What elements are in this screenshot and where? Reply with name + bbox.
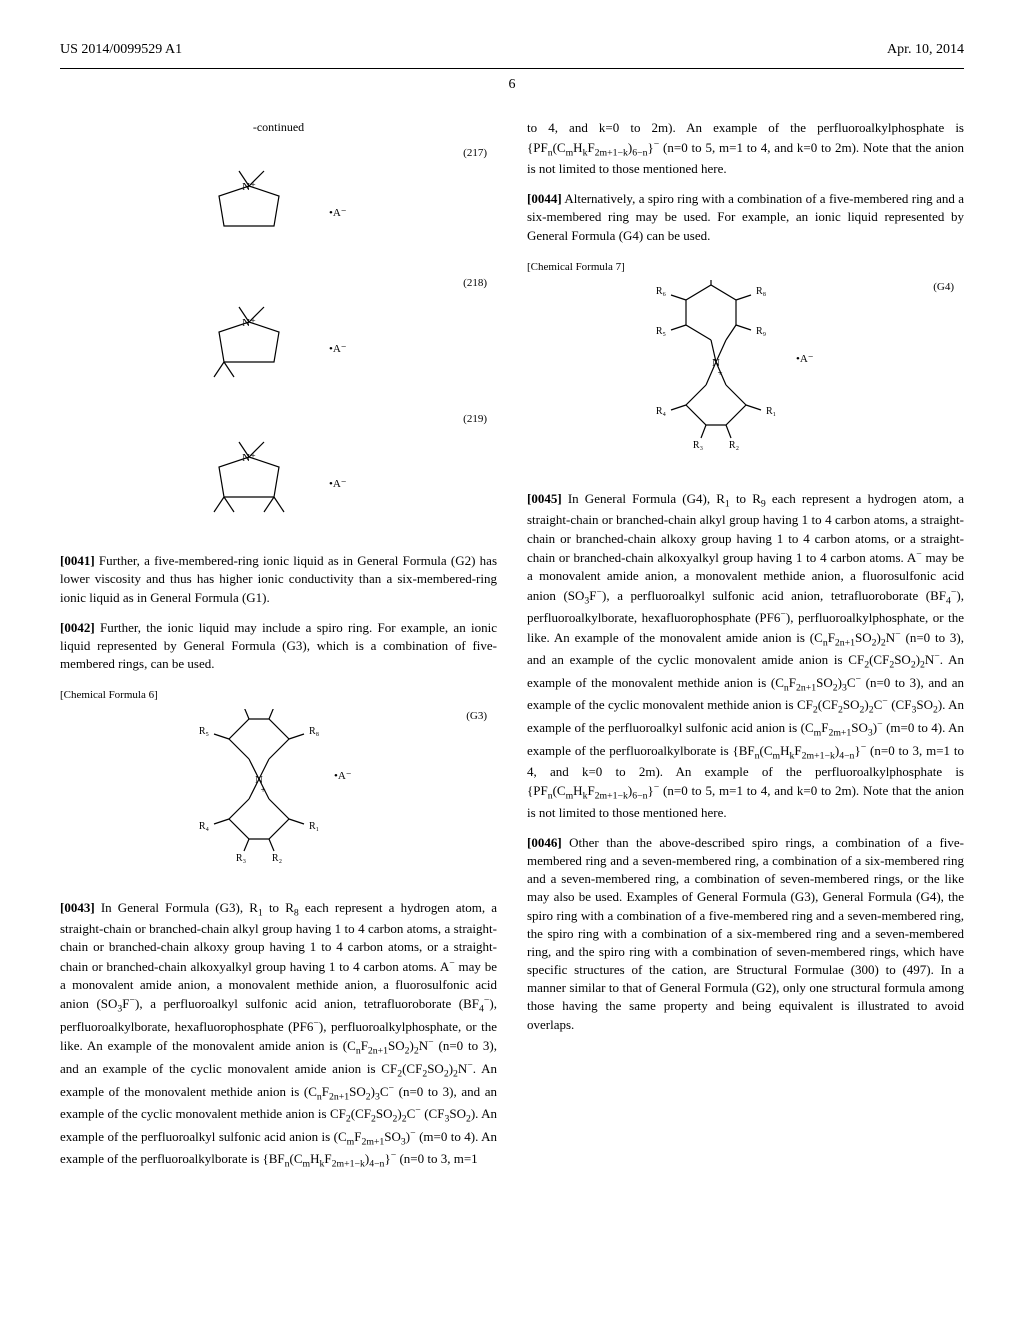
right-column: to 4, and k=0 to 2m). An example of the … [527,119,964,1183]
para-0044: [0044] Alternatively, a spiro ring with … [527,190,964,245]
structure-g4: (G4) [527,280,964,470]
svg-text:R₄: R₄ [655,406,666,417]
para-0042-text: Further, the ionic liquid may include a … [60,620,497,671]
svg-text:R₁: R₁ [766,406,776,417]
structure-217: (217) N⁺ •A⁻ [60,146,497,256]
svg-text:R₈: R₈ [756,286,767,297]
svg-text:•A⁻: •A⁻ [796,353,814,365]
para-0042-num: [0042] [60,620,95,635]
para-0041-num: [0041] [60,553,95,568]
svg-text:R₆: R₆ [655,286,666,297]
header-rule [60,68,964,69]
svg-text:R₂: R₂ [271,853,281,864]
chem-formula-7-label: [Chemical Formula 7] [527,260,964,275]
para-0046-text: Other than the above-described spiro rin… [527,835,964,1032]
structure-218: (218) N⁺ •A⁻ [60,276,497,391]
structure-217-label: (217) [60,146,497,161]
svg-text:+: + [717,368,722,378]
svg-text:•A⁻: •A⁻ [329,207,347,219]
svg-text:R₃: R₃ [692,440,702,451]
para-0045: [0045] In General Formula (G4), R1 to R9… [527,490,964,822]
left-column: -continued (217) N⁺ •A⁻ (218) [60,119,497,1183]
svg-text:•A⁻: •A⁻ [329,343,347,355]
para-0043-text: In General Formula (G3), R1 to R8 each r… [60,900,497,1167]
para-0041-text: Further, a five-membered-ring ionic liqu… [60,553,497,604]
patent-number: US 2014/0099529 A1 [60,40,182,60]
structure-219: (219) N⁺ •A⁻ [60,412,497,532]
svg-text:R₈: R₈ [309,726,320,737]
patent-date: Apr. 10, 2014 [887,40,964,60]
svg-text:R₄: R₄ [198,821,209,832]
page-header: US 2014/0099529 A1 Apr. 10, 2014 [60,40,964,60]
para-0046-num: [0046] [527,835,562,850]
structure-218-svg: N⁺ •A⁻ [179,297,379,392]
para-0044-text: Alternatively, a spiro ring with a combi… [527,191,964,242]
svg-text:R₂: R₂ [728,440,738,451]
svg-text:•A⁻: •A⁻ [334,770,352,782]
para-0043-cont: to 4, and k=0 to 2m). An example of the … [527,119,964,178]
para-0046: [0046] Other than the above-described sp… [527,834,964,1034]
svg-text:R₁: R₁ [309,821,319,832]
g4-label: (G4) [933,280,954,295]
g3-label: (G3) [466,709,487,724]
para-0043-num: [0043] [60,900,95,915]
svg-text:N⁺: N⁺ [242,317,256,329]
svg-text:N⁺: N⁺ [242,452,256,464]
structure-217-svg: N⁺ •A⁻ [179,166,379,256]
para-0043-cont-text: to 4, and k=0 to 2m). An example of the … [527,120,964,176]
chem-formula-6-label: [Chemical Formula 6] [60,688,497,703]
page-number: 6 [60,75,964,95]
para-0042: [0042] Further, the ionic liquid may inc… [60,619,497,674]
structure-219-label: (219) [60,412,497,427]
continued-label: -continued [60,119,497,136]
svg-text:R₃: R₃ [235,853,245,864]
svg-text:•A⁻: •A⁻ [329,478,347,490]
two-column-layout: -continued (217) N⁺ •A⁻ (218) [60,119,964,1183]
para-0045-text: In General Formula (G4), R1 to R9 each r… [527,491,964,820]
svg-text:R₉: R₉ [756,326,767,337]
structure-g4-svg: N + R₅ R₆ R₇ R₈ R₉ R₄ R₃ R₂ R₁ •A⁻ [626,280,866,470]
structure-218-label: (218) [60,276,497,291]
svg-text:R₅: R₅ [198,726,208,737]
structure-g3: (G3) [60,709,497,879]
para-0044-num: [0044] [527,191,562,206]
structure-219-svg: N⁺ •A⁻ [179,432,379,532]
svg-text:R₅: R₅ [655,326,665,337]
para-0043: [0043] In General Formula (G3), R1 to R8… [60,899,497,1172]
svg-text:N⁺: N⁺ [242,181,256,193]
structure-g3-svg: N + R₅ R₆ R₇ R₈ R₄ R₃ R₂ R₁ •A⁻ [169,709,389,879]
para-0041: [0041] Further, a five-membered-ring ion… [60,552,497,607]
para-0045-num: [0045] [527,491,562,506]
svg-text:+: + [260,785,265,795]
